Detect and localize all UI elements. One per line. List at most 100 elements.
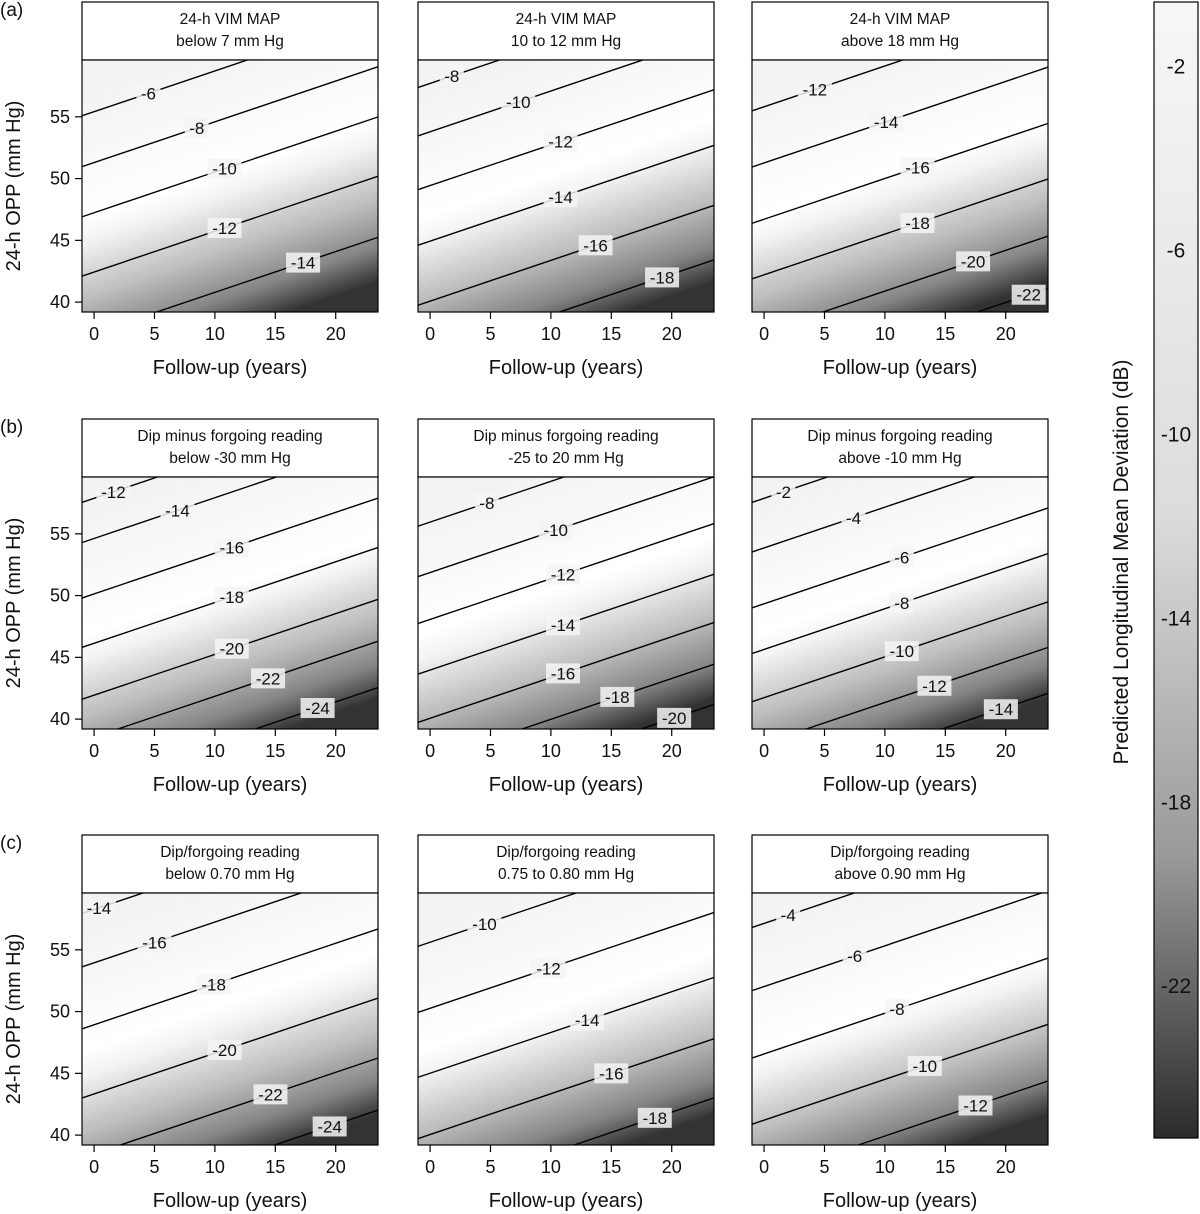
- contour-label-bg: [771, 481, 796, 502]
- contour-line: [752, 60, 905, 112]
- contour-line: [418, 976, 714, 1079]
- colorbar-tick-label: -22: [1161, 975, 1191, 998]
- contour-label-bg: [543, 187, 578, 208]
- contour-label-bg: [251, 668, 286, 689]
- contour-label: -24: [317, 1117, 342, 1136]
- contour-line: [752, 122, 1048, 225]
- x-axis-title: Follow-up (years): [823, 774, 977, 796]
- contour-label: -22: [256, 669, 281, 688]
- x-tick-label: 15: [935, 741, 955, 761]
- contour-label-bg: [207, 1039, 242, 1060]
- contour-line: [82, 893, 146, 915]
- plot-frame: [417, 476, 715, 730]
- y-tick-label: 45: [50, 647, 70, 667]
- x-tick-label: 5: [819, 1157, 829, 1177]
- contour-label-bg: [214, 586, 249, 607]
- panel-grid: (a) 24-h VIM MAP below 7 mm Hg -6 -8 -10 -12 -1…: [0, 0, 1049, 1212]
- contour-label: -8: [189, 119, 204, 138]
- contour-label-bg: [900, 157, 935, 178]
- x-tick-label: 10: [541, 741, 561, 761]
- x-axis-title: Follow-up (years): [489, 1190, 643, 1212]
- contour-label-bg: [545, 564, 580, 585]
- contour-label: -14: [575, 1011, 600, 1030]
- contour-label: -12: [551, 566, 576, 585]
- contour-label-bg: [545, 663, 580, 684]
- x-tick-label: 15: [265, 741, 285, 761]
- plot-frame: [81, 892, 379, 1146]
- x-tick-label: 0: [759, 1157, 769, 1177]
- contour-line: [418, 893, 579, 948]
- x-tick-label: 10: [205, 1157, 225, 1177]
- x-axis-title: Follow-up (years): [823, 1190, 977, 1212]
- x-tick-label: 5: [149, 741, 159, 761]
- contour-label-bg: [797, 79, 832, 100]
- contour-label: -6: [894, 548, 909, 567]
- x-tick-label: 0: [89, 1157, 99, 1177]
- contour-label-bg: [474, 492, 499, 513]
- plot-frame: [417, 892, 715, 1146]
- x-tick-label: 15: [935, 324, 955, 344]
- contour-line: [418, 911, 714, 1014]
- panel-strip: [417, 1, 715, 61]
- contour-line: [82, 893, 304, 968]
- row-label: (a): [0, 0, 23, 21]
- panel-strip-text: 24-h VIM MAP: [180, 11, 281, 28]
- colorbar-tick-label: -18: [1161, 791, 1191, 814]
- contour-line: [115, 640, 378, 729]
- contour-label-bg: [637, 1107, 672, 1128]
- contour-label-bg: [657, 707, 692, 728]
- contour-line: [418, 1037, 714, 1140]
- x-tick-label: 10: [205, 324, 225, 344]
- contour-line: [572, 1097, 714, 1145]
- contour-label: -24: [305, 699, 330, 718]
- contour-line: [752, 477, 977, 553]
- contour-label: -22: [258, 1085, 283, 1104]
- contour-fill: [418, 893, 714, 1145]
- contour-label-bg: [594, 1063, 629, 1084]
- contour-label-bg: [467, 913, 502, 934]
- x-tick-label: 10: [541, 324, 561, 344]
- contour-label-bg: [81, 897, 116, 918]
- contour-label-bg: [137, 932, 172, 953]
- x-tick-label: 0: [759, 324, 769, 344]
- colorbar-tick-label: -14: [1161, 607, 1192, 630]
- x-tick-label: 10: [875, 1157, 895, 1177]
- y-tick-label: 40: [50, 1125, 70, 1145]
- contour-label-bg: [207, 218, 242, 238]
- contour-label-bg: [884, 641, 919, 662]
- panel-strip: [751, 418, 1049, 478]
- contour-label: -12: [922, 677, 947, 696]
- y-tick-label: 40: [50, 292, 70, 312]
- contour-line: [752, 1023, 1048, 1125]
- x-tick-label: 0: [425, 1157, 435, 1177]
- contour-label-bg: [207, 158, 242, 179]
- contour-label: -12: [963, 1096, 988, 1115]
- colorbar-tick-label: -10: [1161, 423, 1191, 446]
- x-tick-label: 5: [149, 1157, 159, 1177]
- x-tick-label: 20: [326, 741, 346, 761]
- x-tick-label: 5: [819, 324, 829, 344]
- x-tick-label: 0: [425, 741, 435, 761]
- panel-strip-text: 24-h VIM MAP: [516, 11, 617, 28]
- row-label: (b): [0, 417, 23, 438]
- panel-strip-text: 10 to 12 mm Hg: [511, 33, 621, 50]
- contour-line: [752, 893, 1044, 992]
- contour-label-bg: [96, 481, 131, 502]
- contour-label-bg: [907, 1055, 942, 1076]
- contour-label-bg: [286, 252, 321, 273]
- x-axis-title: Follow-up (years): [153, 774, 307, 796]
- x-axis-title: Follow-up (years): [823, 357, 977, 379]
- contour-label: -14: [291, 254, 316, 273]
- contour-label-bg: [889, 547, 914, 568]
- x-tick-label: 5: [485, 741, 495, 761]
- panel-strip: [751, 1, 1049, 61]
- contour-label: -2: [776, 483, 791, 502]
- plot-frame: [751, 892, 1049, 1146]
- contour-label: -18: [905, 214, 930, 233]
- contour-label: -10: [912, 1057, 937, 1076]
- contour-label-bg: [869, 111, 904, 132]
- x-tick-label: 20: [996, 1157, 1016, 1177]
- y-tick-label: 45: [50, 230, 70, 250]
- contour-line: [82, 66, 378, 168]
- contour-line: [519, 663, 714, 729]
